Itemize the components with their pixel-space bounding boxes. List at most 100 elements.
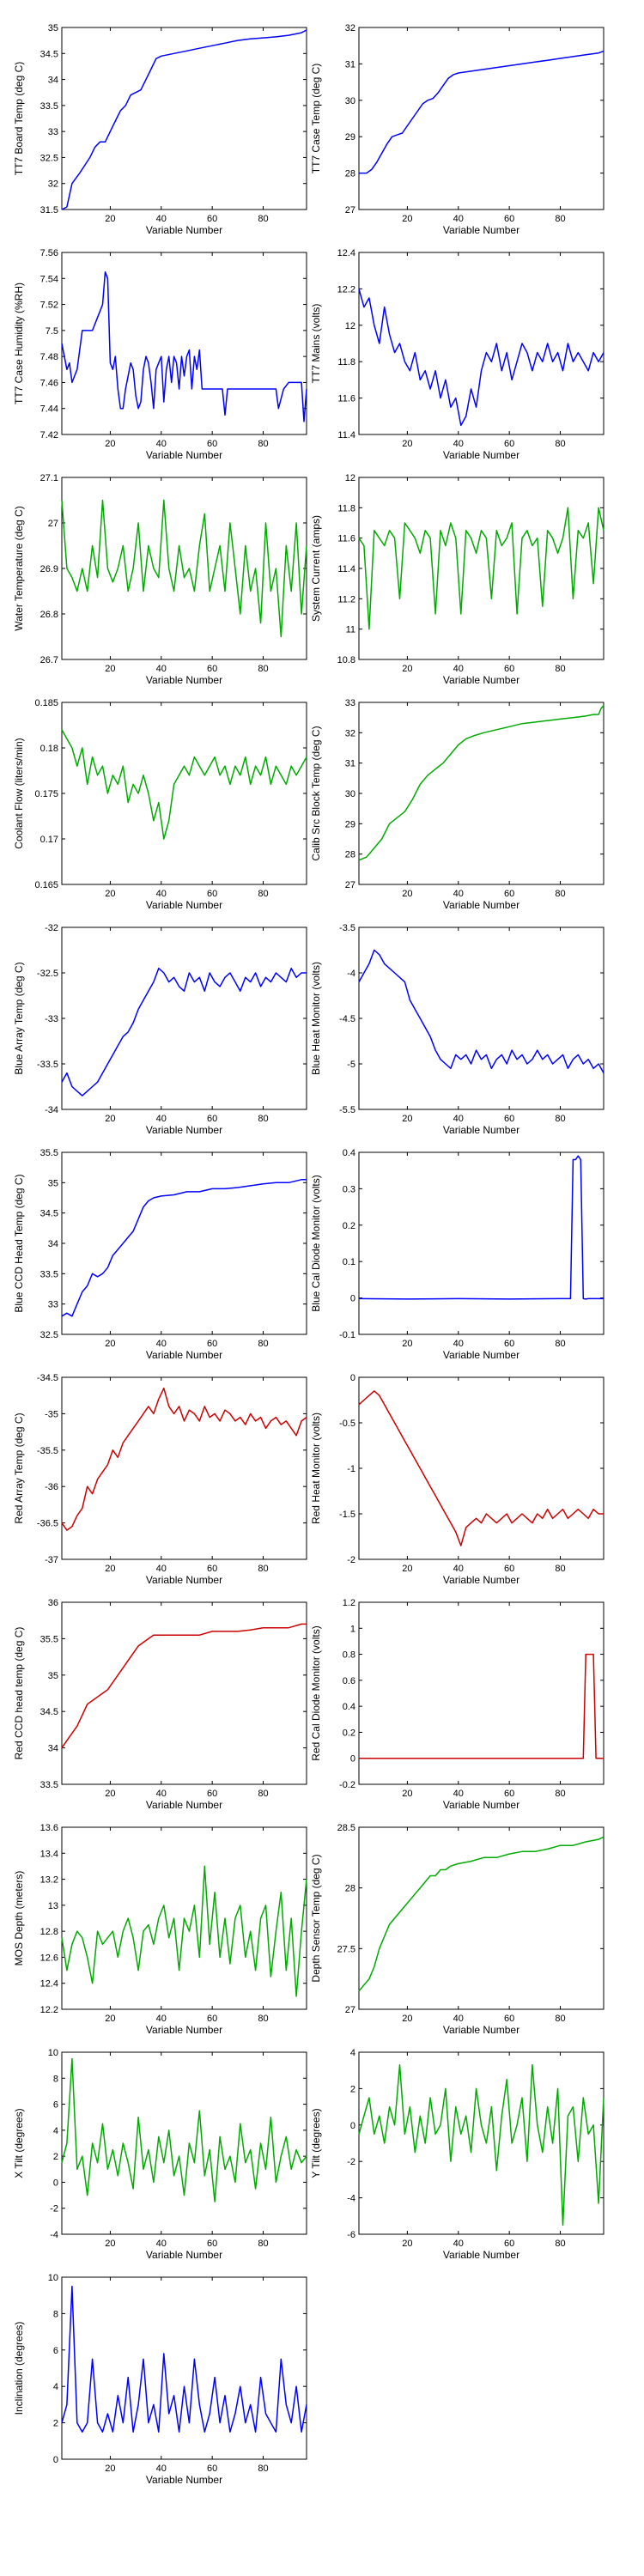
- chart-19-y-tick-label: -4: [50, 2230, 58, 2240]
- chart-3-y-tick-label: 7.44: [40, 404, 58, 415]
- chart-5-x-tick-label: 80: [258, 664, 268, 674]
- chart-15-y-tick-label: 35.5: [40, 1634, 58, 1644]
- chart-15-x-tick-label: 40: [156, 1789, 167, 1799]
- chart-12-y-axis-label: Blue Cal Diode Monitor (volts): [310, 1175, 322, 1311]
- chart-18-x-axis-label: Variable Number: [443, 2024, 519, 2036]
- chart-12-y-tick-label: 0: [350, 1294, 355, 1304]
- chart-19-series-line: [61, 2057, 307, 2202]
- chart-4-x-tick-label: 20: [402, 439, 412, 449]
- chart-17-x-tick-label: 60: [207, 2014, 217, 2024]
- chart-2-x-tick-label: 40: [453, 214, 464, 224]
- chart-9-x-axis-label: Variable Number: [146, 1124, 222, 1136]
- chart-2-x-tick-label: 60: [504, 214, 514, 224]
- chart-4-axes-box: [358, 252, 605, 435]
- chart-10-y-axis-label: Blue Heat Monitor (volts): [310, 962, 322, 1075]
- chart-2-y-tick-label: 32: [345, 23, 355, 33]
- chart-11-x-tick-label: 20: [105, 1339, 115, 1349]
- chart-21-y-tick-label: 8: [53, 2309, 58, 2319]
- chart-16-y-tick-label: 0: [350, 1754, 355, 1765]
- chart-7-series-line: [61, 729, 307, 840]
- chart-15-x-tick-label: 80: [258, 1789, 268, 1799]
- chart-8-x-axis-label: Variable Number: [443, 899, 519, 911]
- chart-15-x-tick-label: 20: [105, 1789, 115, 1799]
- chart-10-y-tick-label: -5.5: [339, 1105, 355, 1115]
- chart-15-y-tick-label: 34.5: [40, 1707, 58, 1717]
- chart-19-x-tick-label: 20: [105, 2239, 115, 2249]
- chart-1-y-tick-label: 31.5: [40, 205, 58, 216]
- chart-6-y-tick-label: 11: [346, 625, 355, 635]
- chart-14-x-tick-label: 20: [402, 1564, 412, 1574]
- chart-18-y-tick-label: 27: [345, 2005, 355, 2015]
- chart-13-x-tick-label: 60: [207, 1564, 217, 1574]
- chart-14-x-axis-label: Variable Number: [443, 1574, 519, 1586]
- chart-3-y-tick-label: 7.42: [40, 430, 58, 440]
- chart-15-x-tick-label: 60: [207, 1789, 217, 1799]
- chart-7-x-axis-label: Variable Number: [146, 899, 222, 911]
- chart-11-y-tick-label: 32.5: [40, 1330, 58, 1340]
- chart-16-x-tick-label: 80: [555, 1789, 565, 1799]
- chart-10-x-axis-label: Variable Number: [443, 1124, 519, 1136]
- chart-20-axes-box: [358, 2051, 605, 2235]
- chart-18-y-tick-label: 28: [345, 1884, 355, 1894]
- chart-14-y-tick-label: -1: [347, 1464, 355, 1474]
- chart-13-y-tick-label: -34.5: [37, 1373, 58, 1383]
- chart-19-y-tick-label: -2: [50, 2204, 58, 2215]
- chart-17-y-tick-label: 13.4: [40, 1849, 58, 1859]
- chart-19-y-tick-label: 2: [53, 2152, 58, 2162]
- chart-7-y-tick-label: 0.165: [34, 880, 58, 890]
- chart-13-y-tick-label: -37: [45, 1555, 58, 1565]
- chart-3-y-tick-label: 7.48: [40, 352, 58, 362]
- chart-2-x-tick-label: 80: [555, 214, 565, 224]
- chart-7-y-tick-label: 0.185: [34, 698, 58, 708]
- chart-8-y-tick-label: 28: [345, 850, 355, 860]
- chart-3-x-axis-label: Variable Number: [146, 449, 222, 461]
- chart-8-x-tick-label: 80: [555, 889, 565, 899]
- chart-17-y-tick-label: 12.2: [40, 2005, 58, 2015]
- chart-16-axes-box: [358, 1601, 605, 1785]
- chart-10-x-tick-label: 40: [453, 1114, 464, 1124]
- chart-20-x-tick-label: 20: [402, 2239, 412, 2249]
- chart-17-y-tick-label: 12.4: [40, 1979, 58, 1990]
- chart-9-y-tick-label: -32: [45, 923, 58, 933]
- chart-18-y-tick-label: 28.5: [337, 1823, 355, 1833]
- chart-1-x-tick-label: 20: [105, 214, 115, 224]
- chart-19-y-tick-label: 6: [53, 2100, 58, 2111]
- chart-9-x-tick-label: 40: [156, 1114, 167, 1124]
- chart-1-x-tick-label: 60: [207, 214, 217, 224]
- chart-1-y-tick-label: 33.5: [40, 101, 58, 112]
- chart-9-y-axis-label: Blue Array Temp (deg C): [13, 962, 25, 1074]
- chart-2-y-axis-label: TT7 Case Temp (deg C): [310, 64, 322, 174]
- chart-9-x-tick-label: 20: [105, 1114, 115, 1124]
- chart-17-y-tick-label: 12.6: [40, 1953, 58, 1963]
- chart-7-x-tick-label: 80: [258, 889, 268, 899]
- chart-12-series-line: [358, 1155, 604, 1300]
- chart-5-y-tick-label: 26.7: [40, 655, 58, 665]
- chart-6-y-tick-label: 11.8: [337, 503, 355, 513]
- chart-16-y-axis-label: Red Cal Diode Monitor (volts): [310, 1625, 322, 1760]
- chart-6-y-tick-label: 11.4: [337, 564, 355, 574]
- chart-13-series-line: [61, 1387, 307, 1531]
- chart-1-y-tick-label: 34.5: [40, 49, 58, 59]
- chart-10-y-tick-label: -4: [347, 969, 355, 979]
- chart-19-y-tick-label: 0: [53, 2178, 58, 2188]
- chart-5-y-tick-label: 26.9: [40, 564, 58, 574]
- chart-21-y-tick-label: 0: [53, 2455, 58, 2465]
- chart-1-y-tick-label: 33: [48, 127, 58, 137]
- chart-3-y-axis-label: TT7 Case Humidity (%RH): [13, 283, 25, 404]
- chart-6-y-axis-label: System Current (amps): [310, 515, 322, 622]
- chart-11-y-tick-label: 33.5: [40, 1269, 58, 1279]
- chart-7-x-tick-label: 20: [105, 889, 115, 899]
- chart-16-x-tick-label: 20: [402, 1789, 412, 1799]
- chart-13-x-axis-label: Variable Number: [146, 1574, 222, 1586]
- chart-15-y-tick-label: 34: [48, 1744, 58, 1754]
- chart-16-series-line: [359, 1653, 604, 1759]
- chart-19-y-axis-label: X Tilt (degrees): [13, 2108, 25, 2178]
- chart-6-y-tick-label: 11.2: [337, 594, 355, 605]
- chart-10-axes-box: [358, 927, 605, 1110]
- chart-21-y-tick-label: 4: [53, 2382, 58, 2392]
- chart-6-y-tick-label: 12: [345, 473, 355, 483]
- chart-7-axes-box: [61, 702, 307, 885]
- chart-5-series-line: [61, 499, 307, 638]
- chart-3-y-tick-label: 7.52: [40, 301, 58, 311]
- chart-13-y-tick-label: -36.5: [37, 1519, 58, 1529]
